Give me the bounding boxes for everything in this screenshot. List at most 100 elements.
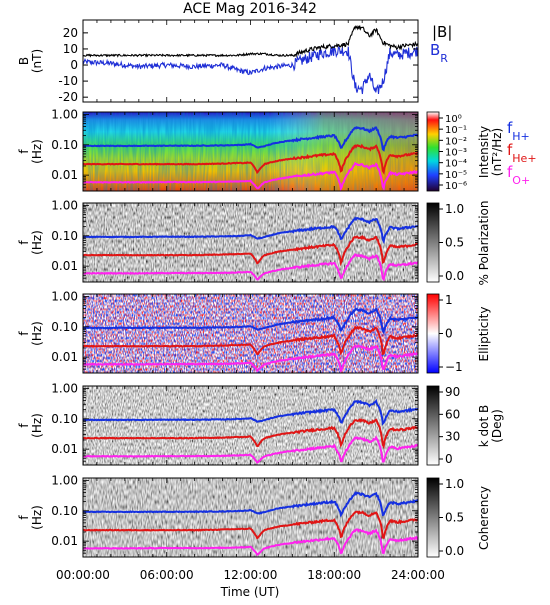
x-tick-label: 06:00:00 xyxy=(140,568,194,582)
gyrofrequency-line-f-h xyxy=(83,307,418,335)
f-tick-label: 0.01 xyxy=(51,534,78,548)
coherency-colorbar-ticks: 1.0 0.5 0.0 xyxy=(439,477,464,558)
f-axis-label-line1: f xyxy=(17,149,31,154)
f-tick-label: 1.00 xyxy=(51,289,78,303)
f-axis-label-line1: f xyxy=(17,423,31,428)
gyrofrequency-line-f-o xyxy=(83,435,418,464)
b-y-tick-label: 10 xyxy=(63,42,78,56)
f-tick-label: 0.01 xyxy=(51,442,78,456)
figure-title: ACE Mag 2016-342 xyxy=(183,1,317,17)
colorbar-tick-label: 0.5 xyxy=(445,511,464,525)
b-y-ticks: 20 10 0 -10 -20 xyxy=(58,26,418,104)
frequency-axes: 1.000.100.01f (Hz)1.000.100.01f (Hz)1.000.… xyxy=(17,107,418,558)
colorbar-tick-label: 0 xyxy=(445,327,453,341)
intensity-colorbar-label-line2: (nT²/Hz) xyxy=(490,128,504,176)
colorbar-tick-label: 1.0 xyxy=(445,202,464,216)
f-tick-label: 0.01 xyxy=(51,350,78,364)
b-y-tick-label: -10 xyxy=(58,74,78,88)
f-axis-label-line2: (Hz) xyxy=(30,413,44,438)
polarization-colorbar-ticks: 1.0 0.5 0.0 xyxy=(439,202,464,283)
colorbar-tick-label: 0.0 xyxy=(445,544,464,558)
k-dot-b-spectrogram xyxy=(83,386,418,465)
f-tick-label: 1.00 xyxy=(51,381,78,395)
legend-f-o: fO+ xyxy=(507,163,530,187)
f-axis-label-line1: f xyxy=(17,515,31,520)
gyrofrequency-line-f-h xyxy=(83,216,418,245)
coherency-colorbar xyxy=(426,477,440,558)
colorbar-tick-label: 1.0 xyxy=(445,477,464,491)
magnetic-field-panel: 20 10 0 -10 -20 B (nT) |B| BR xyxy=(17,19,452,104)
f-axis-label-line2: (Hz) xyxy=(30,505,44,530)
b-y-tick-label: -20 xyxy=(58,90,78,104)
legend-f-he: fHe+ xyxy=(507,141,537,165)
gyrofrequency-line-f-o xyxy=(83,161,418,191)
x-tick-label: 00:00:00 xyxy=(56,568,110,582)
colorbar-tick-label: 0 xyxy=(445,452,453,466)
f-axis-label-line2: (Hz) xyxy=(30,230,44,255)
f-axis-label-line2: (Hz) xyxy=(30,321,44,346)
f-tick-label: 0.01 xyxy=(51,168,78,182)
coherency-spectrogram xyxy=(83,478,418,557)
intensity-colorbar xyxy=(426,111,440,192)
ellipticity-colorbar xyxy=(426,293,440,374)
colorbar-tick-label: −1 xyxy=(445,360,463,374)
f-tick-label: 0.10 xyxy=(51,229,78,243)
gyrofrequency-line-f-h xyxy=(83,398,418,426)
k-dot-b-colorbar xyxy=(426,385,440,466)
colorbar-tick-label: 10⁻¹ xyxy=(445,125,467,136)
intensity-colorbar-label-line1: Intensity xyxy=(477,126,491,178)
x-axis-label: Time (UT) xyxy=(220,585,280,599)
f-tick-label: 1.00 xyxy=(51,473,78,487)
ellipticity-colorbar-ticks: 1 0 −1 xyxy=(439,293,463,374)
gyrofrequency-line-f-h xyxy=(83,491,418,518)
legend-f-h: fH+ xyxy=(507,119,530,143)
polarization-panel: 1.0 0.5 0.0 % Polarization xyxy=(82,201,491,286)
coherency-panel: 1.0 0.5 0.0 Coherency xyxy=(82,477,491,558)
colorbar-tick-label: 10⁻⁵ xyxy=(445,170,467,181)
x-tick-label: 18:00:00 xyxy=(307,568,361,582)
b-y-tick-label: 20 xyxy=(63,26,78,40)
intensity-spectrogram-late-enhancement xyxy=(83,112,418,191)
gyrofrequency-line-f-he xyxy=(83,325,418,356)
f-tick-label: 0.10 xyxy=(51,320,78,334)
f-axis-label-line1: f xyxy=(17,240,31,245)
gyrofrequency-line-f-h xyxy=(83,126,418,152)
gyrofrequency-line-f-o xyxy=(83,344,418,373)
ellipticity-colorbar-label: Ellipticity xyxy=(477,307,491,362)
k-dot-b-colorbar-ticks: 90 60 30 0 xyxy=(439,385,460,466)
colorbar-tick-label: 10⁻⁶ xyxy=(445,181,467,192)
k-dot-b-colorbar-label-line1: k dot B xyxy=(477,405,491,447)
f-tick-label: 1.00 xyxy=(51,198,78,212)
k-dot-b-colorbar-label-line2: (Deg) xyxy=(490,409,504,443)
f-axis-label-line1: f xyxy=(17,331,31,336)
ellipticity-panel: 1 0 −1 Ellipticity xyxy=(82,293,491,374)
gyrofrequency-line-f-he xyxy=(83,234,418,267)
f-tick-label: 0.01 xyxy=(51,259,78,273)
coherency-colorbar-label: Coherency xyxy=(477,486,491,550)
b-total-series-line xyxy=(83,24,418,58)
legend-b-total: |B| xyxy=(432,23,452,41)
gyrofrequency-line-f-he xyxy=(83,510,418,540)
polarization-spectrogram xyxy=(83,203,418,282)
time-axis-ticks: 00:00:00 06:00:00 12:00:00 18:00:00 24:00:00 xyxy=(56,20,445,582)
gyrofrequency-line-f-o xyxy=(83,528,418,557)
gyrofrequency-line-f-he xyxy=(83,143,418,175)
colorbar-tick-label: 10⁻² xyxy=(445,136,467,147)
gyrofrequency-line-f-o xyxy=(83,253,418,282)
f-tick-label: 1.00 xyxy=(51,107,78,121)
b-r-series-line xyxy=(83,45,418,95)
colorbar-tick-label: 0.0 xyxy=(445,269,464,283)
b-y-axis-label-line1: B xyxy=(17,57,31,65)
b-y-tick-label: 0 xyxy=(70,58,78,72)
gyrofrequency-line-f-he xyxy=(83,417,418,450)
b-y-axis-label-line2: (nT) xyxy=(30,49,44,73)
f-tick-label: 0.10 xyxy=(51,138,78,152)
polarization-colorbar-label: % Polarization xyxy=(477,201,491,286)
colorbar-tick-label: 90 xyxy=(445,385,460,399)
f-tick-label: 0.10 xyxy=(51,504,78,518)
x-tick-label: 12:00:00 xyxy=(224,568,278,582)
colorbar-tick-label: 60 xyxy=(445,407,460,421)
